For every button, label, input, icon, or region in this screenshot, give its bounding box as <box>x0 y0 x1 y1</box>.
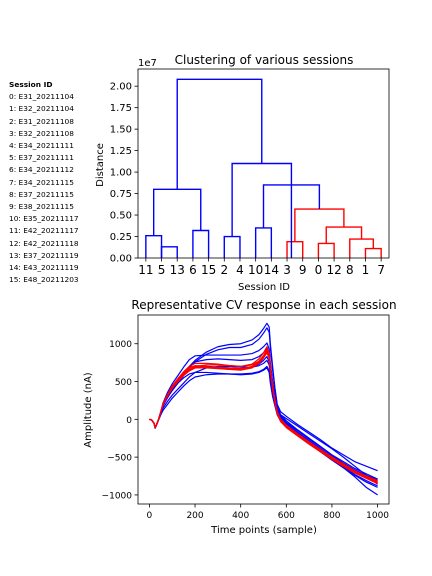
dendrogram-leaf-label: 15 <box>201 263 216 277</box>
cv-x-tick-label: 800 <box>323 511 340 521</box>
session-legend-item: 15: E48_20211203 <box>9 275 79 285</box>
session-legend-item: 1: E32_20211104 <box>9 104 74 114</box>
session-legend-item: 5: E37_20211111 <box>9 153 74 163</box>
session-legend-item: 11: E42_20211117 <box>9 226 79 236</box>
cv-y-tick-label: 0 <box>126 416 132 426</box>
cv-series-line <box>149 322 378 472</box>
dendrogram-y-tick-label: 0.50 <box>110 211 132 222</box>
cv-y-tick-label: −500 <box>107 454 132 464</box>
cv-y-tick-label: 1000 <box>109 340 132 350</box>
dendrogram-link <box>160 246 178 258</box>
cv-response-chart: Representative CV response in each sessi… <box>83 298 397 536</box>
cv-series-line <box>149 327 378 480</box>
cv-series-lines <box>149 322 378 496</box>
dendrogram-link <box>176 78 263 190</box>
session-legend-title: Session ID <box>9 80 53 89</box>
session-legend-item: 14: E43_20211119 <box>9 263 79 273</box>
dendrogram-link <box>145 234 163 258</box>
session-legend-item: 6: E34_20211112 <box>9 165 74 175</box>
dendrogram-leaf-labels: 11 5 13 6 15 2 4 10 14 3 9 0 12 8 1 7 <box>138 258 385 277</box>
dendrogram-y-tick-label: 0.75 <box>110 189 132 200</box>
dendrogram-x-label: Session ID <box>238 282 290 293</box>
cv-title: Representative CV response in each sessi… <box>131 298 396 312</box>
cv-plot-frame <box>137 314 390 505</box>
session-legend-item: 2: E31_20211108 <box>9 116 74 126</box>
dendrogram-leaf-label: 13 <box>170 263 185 277</box>
dendrogram-link <box>223 235 241 258</box>
dendrogram-leaf-label: 1 <box>362 263 370 277</box>
cv-series-line <box>149 349 378 482</box>
dendrogram-link <box>231 162 293 258</box>
dendrogram-y-tick-label: 1.25 <box>110 146 132 157</box>
session-legend-item: 0: E31_20211104 <box>9 92 74 102</box>
dendrogram-leaf-label: 12 <box>326 263 341 277</box>
session-legend-item: 4: E34_20211111 <box>9 141 74 151</box>
dendrogram-y-tick-label: 0.00 <box>110 254 132 265</box>
session-legend-item: 3: E32_20211108 <box>9 128 74 138</box>
cv-series-line <box>149 365 378 488</box>
dendrogram-leaf-label: 0 <box>315 263 323 277</box>
cv-x-tick-label: 1000 <box>366 511 389 521</box>
dendrogram-leaf-label: 9 <box>299 263 307 277</box>
dendrogram-title: Clustering of various sessions <box>175 53 354 67</box>
cv-x-label: Time points (sample) <box>210 525 317 536</box>
dendrogram-leaf-label: 4 <box>236 263 244 277</box>
cv-y-tick-label: 500 <box>115 378 132 388</box>
dendrogram-leaf-label: 5 <box>158 263 166 277</box>
cv-x-tick-label: 600 <box>278 511 295 521</box>
dendrogram-y-tick-label: 1.50 <box>110 125 132 136</box>
cv-series-line <box>149 342 378 496</box>
cv-axis-ticks: 0 200 400 600 800 1000 −1000 −500 0 500 1000 <box>102 340 390 521</box>
cv-y-tick-label: −1000 <box>102 491 133 501</box>
dendrogram-y-tick-label: 0.25 <box>110 232 132 243</box>
dendrogram-chart: Clustering of various sessions 1e7 0.000… <box>95 53 390 293</box>
dendrogram-link <box>152 188 202 236</box>
dendrogram-y-tick-label: 1.75 <box>110 103 132 114</box>
cv-x-tick-label: 200 <box>186 511 203 521</box>
dendrogram-link <box>192 229 210 258</box>
dendrogram-leaf-label: 7 <box>377 263 385 277</box>
dendrogram-y-ticks: 0.00 0.25 0.50 0.75 1.00 1.25 1.50 1.75 2.00 <box>110 82 138 265</box>
dendrogram-leaf-label: 3 <box>283 263 291 277</box>
cv-y-label: Amplitude (nA) <box>83 372 94 448</box>
session-legend-item: 12: E42_20211118 <box>9 238 79 248</box>
dendrogram-leaf-label: 10 <box>248 263 263 277</box>
dendrogram-leaf-label: 6 <box>189 263 197 277</box>
cv-x-tick-label: 400 <box>232 511 249 521</box>
dendrogram-y-label: Distance <box>95 143 106 187</box>
dendrogram-leaf-label: 2 <box>220 263 228 277</box>
cv-x-tick-label: 0 <box>147 511 153 521</box>
session-legend-item: 7: E34_20211115 <box>9 177 74 187</box>
dendrogram-leaf-label: 11 <box>138 263 153 277</box>
dendrogram-link <box>286 240 304 258</box>
dendrogram-leaf-label: 14 <box>264 263 279 277</box>
session-legend-item: 8: E37_20211115 <box>9 189 74 199</box>
session-legend-item: 10: E35_20211117 <box>9 214 79 224</box>
dendrogram-leaf-label: 8 <box>346 263 354 277</box>
dendrogram-link <box>317 242 335 258</box>
session-legend-item: 13: E37_20211119 <box>9 250 79 260</box>
session-id-legend: Session ID 0: E31_20211104 1: E32_202111… <box>9 79 79 286</box>
dendrogram-scale-label: 1e7 <box>138 58 157 69</box>
dendrogram-link <box>364 247 382 258</box>
dendrogram-links <box>145 78 382 258</box>
dendrogram-link <box>254 227 273 258</box>
dendrogram-y-tick-label: 2.00 <box>110 82 132 93</box>
dendrogram-link <box>294 208 345 242</box>
dendrogram-link <box>325 226 363 244</box>
session-legend-item: 9: E38_20211115 <box>9 202 74 212</box>
dendrogram-y-tick-label: 1.00 <box>110 168 132 179</box>
dendrogram-plot-frame <box>137 68 390 259</box>
